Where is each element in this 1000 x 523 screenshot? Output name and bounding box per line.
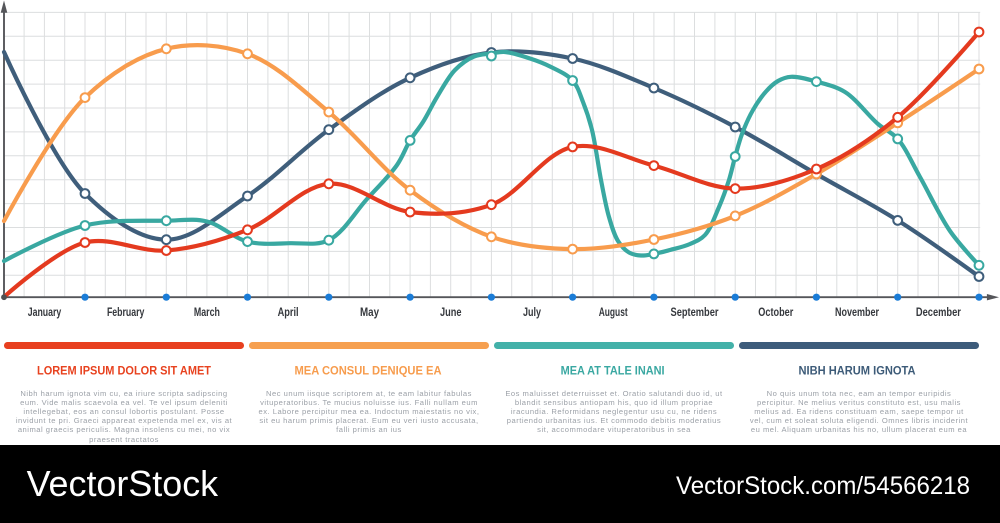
- svg-text:January: January: [28, 305, 62, 319]
- svg-text:NIBH HARUM IGNOTA: NIBH HARUM IGNOTA: [799, 364, 916, 378]
- svg-text:February: February: [107, 305, 145, 319]
- svg-text:August: August: [599, 305, 628, 319]
- svg-text:March: March: [194, 305, 220, 319]
- svg-text:VectorStock: VectorStock: [27, 463, 219, 504]
- svg-text:April: April: [278, 305, 299, 319]
- svg-text:September: September: [671, 305, 719, 319]
- svg-text:MEA AT TALE INANI: MEA AT TALE INANI: [561, 364, 665, 378]
- svg-text:VectorStock.com/54566218: VectorStock.com/54566218: [676, 472, 970, 500]
- svg-text:October: October: [758, 305, 793, 319]
- svg-text:June: June: [440, 305, 462, 319]
- svg-text:MEA CONSUL DENIQUE EA: MEA CONSUL DENIQUE EA: [295, 364, 442, 378]
- svg-text:November: November: [835, 305, 879, 319]
- svg-text:May: May: [360, 305, 379, 319]
- svg-text:July: July: [523, 305, 541, 319]
- svg-text:December: December: [916, 305, 961, 319]
- svg-text:LOREM IPSUM DOLOR SIT AMET: LOREM IPSUM DOLOR SIT AMET: [37, 364, 212, 378]
